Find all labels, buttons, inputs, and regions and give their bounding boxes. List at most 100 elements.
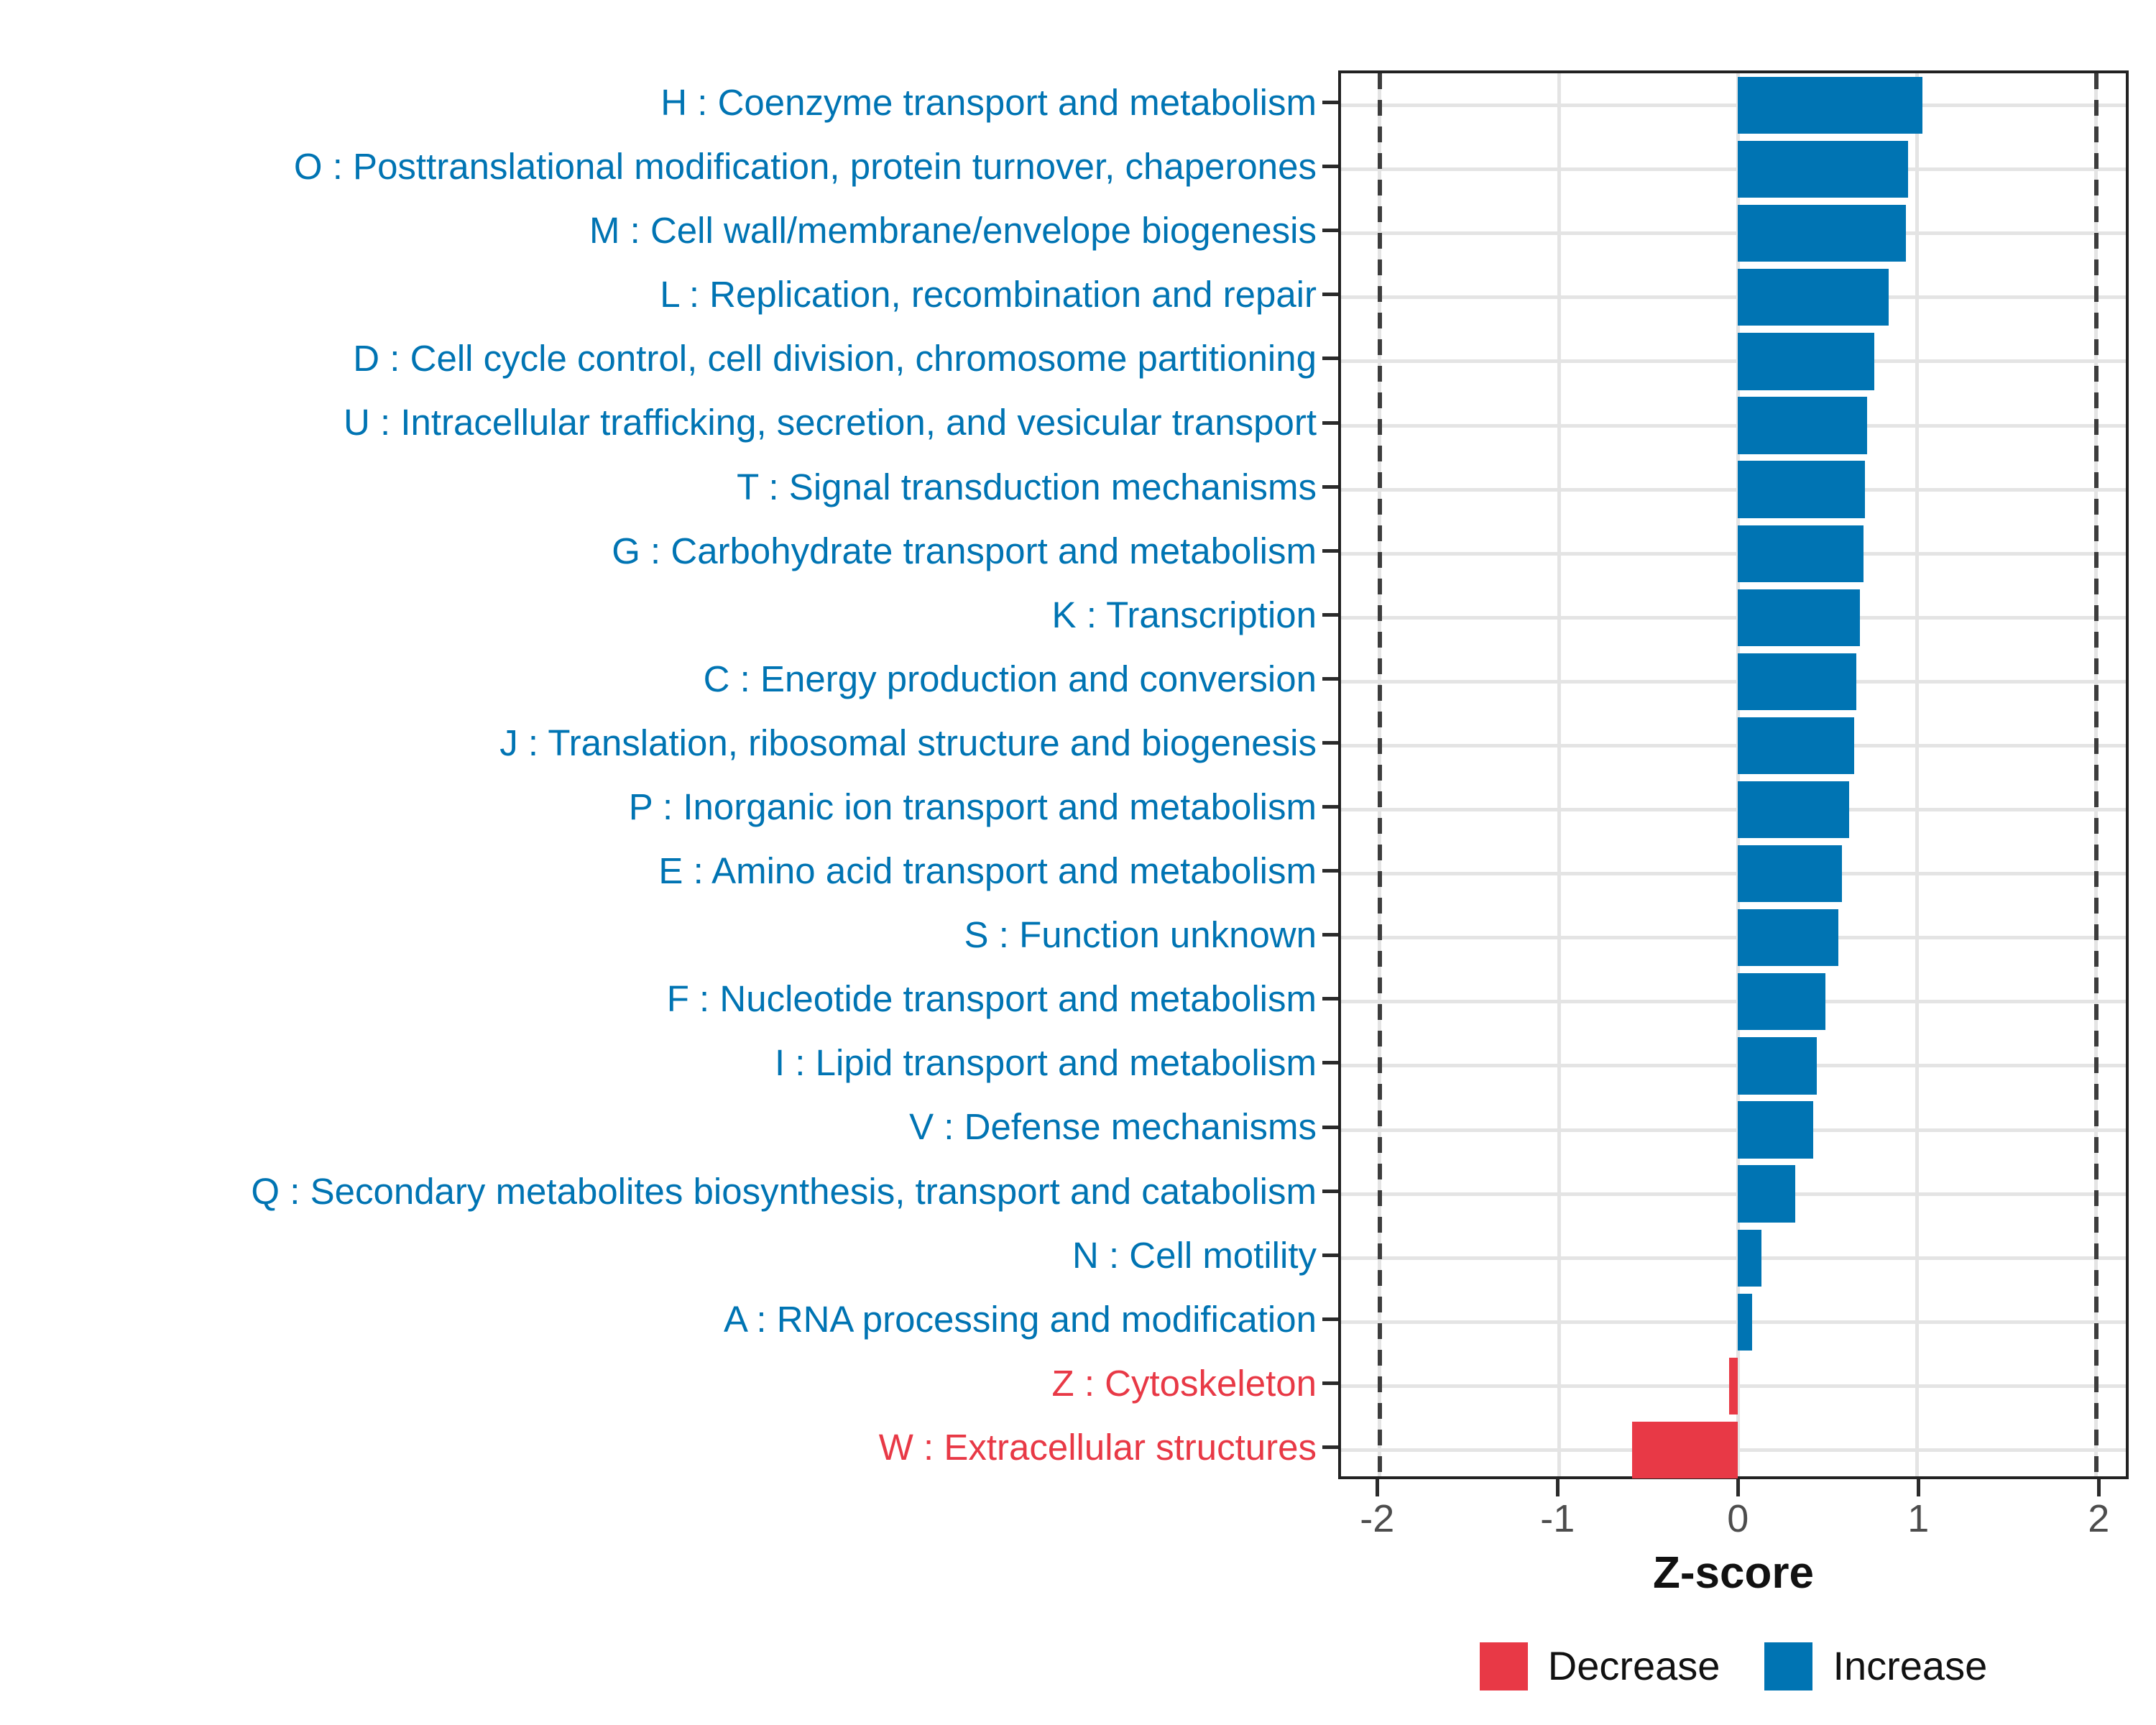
category-label: Z : Cytoskeleton [1051, 1362, 1317, 1404]
h-gridline [1341, 423, 2126, 428]
y-tick [1322, 293, 1338, 297]
bar [1632, 1421, 1738, 1479]
reference-line [2093, 73, 2099, 1476]
bar [1738, 589, 1860, 646]
plot-panel [1338, 70, 2129, 1479]
bar [1738, 1165, 1795, 1223]
category-label: N : Cell motility [1072, 1234, 1317, 1276]
y-tick [1322, 1381, 1338, 1385]
category-label: K : Transcription [1051, 594, 1317, 635]
legend-label: Decrease [1547, 1643, 1720, 1688]
x-tick [1555, 1479, 1560, 1496]
category-label: E : Amino acid transport and metabolism [658, 850, 1317, 892]
y-tick [1322, 933, 1338, 937]
x-tick [1736, 1479, 1740, 1496]
category-label: F : Nucleotide transport and metabolism [666, 978, 1317, 1020]
category-label: P : Inorganic ion transport and metaboli… [628, 786, 1317, 828]
category-label: Q : Secondary metabolites biosynthesis, … [251, 1170, 1317, 1212]
y-tick [1322, 997, 1338, 1001]
h-gridline [1341, 231, 2126, 236]
h-gridline [1341, 1064, 2126, 1068]
y-tick [1322, 1189, 1338, 1193]
x-axis-tick-labels: -2 -1 0 1 2 [1338, 1499, 2129, 1542]
bar [1738, 525, 1864, 582]
y-tick [1322, 484, 1338, 489]
category-label: U : Intracellular trafficking, secretion… [344, 402, 1317, 443]
category-label: V : Defense mechanisms [909, 1106, 1317, 1148]
bar [1738, 781, 1849, 839]
bar [1738, 845, 1842, 903]
v-gridline [1915, 73, 1919, 1476]
x-tick-label: 0 [1727, 1497, 1749, 1540]
y-tick [1322, 1125, 1338, 1129]
category-label: C : Energy production and conversion [703, 658, 1317, 699]
category-label: I : Lipid transport and metabolism [774, 1042, 1317, 1084]
bar [1738, 269, 1889, 326]
category-label: W : Extracellular structures [878, 1426, 1317, 1468]
h-gridline [1341, 1256, 2126, 1260]
y-tick [1322, 1445, 1338, 1449]
h-gridline [1341, 295, 2126, 300]
h-gridline [1341, 1320, 2126, 1324]
h-gridline [1341, 167, 2126, 172]
x-tick-label: -1 [1540, 1497, 1575, 1540]
h-gridline [1341, 1000, 2126, 1004]
legend-swatch [1764, 1642, 1813, 1690]
category-label: T : Signal transduction mechanisms [737, 466, 1317, 507]
x-tick [1375, 1479, 1379, 1496]
h-gridline [1341, 936, 2126, 940]
h-gridline [1341, 872, 2126, 876]
y-tick [1322, 805, 1338, 809]
h-gridline [1341, 808, 2126, 812]
bar [1738, 1293, 1753, 1351]
category-label: L : Replication, recombination and repai… [660, 274, 1317, 316]
y-tick [1322, 1253, 1338, 1257]
h-gridline [1341, 359, 2126, 364]
legend-item: Increase [1764, 1642, 1987, 1690]
y-tick [1322, 1061, 1338, 1065]
y-tick [1322, 1317, 1338, 1321]
reference-line [1377, 73, 1382, 1476]
h-gridline [1341, 487, 2126, 492]
category-label: O : Posttranslational modification, prot… [293, 146, 1317, 188]
v-gridline [1557, 73, 1561, 1476]
category-label: A : RNA processing and modification [724, 1298, 1317, 1340]
legend-swatch [1479, 1642, 1528, 1690]
bar [1738, 653, 1856, 710]
bar [1738, 717, 1855, 775]
bar [1738, 973, 1826, 1031]
legend-item: Decrease [1479, 1642, 1720, 1690]
bar [1738, 333, 1874, 390]
h-gridline [1341, 1128, 2126, 1132]
bar [1738, 76, 1922, 134]
bar [1728, 1357, 1738, 1414]
y-tick [1322, 101, 1338, 105]
y-tick [1322, 165, 1338, 169]
h-gridline [1341, 551, 2126, 556]
bar [1738, 205, 1907, 262]
h-gridline [1341, 679, 2126, 684]
legend-label: Increase [1833, 1643, 1988, 1688]
y-tick [1322, 548, 1338, 553]
x-tick [2096, 1479, 2101, 1496]
y-axis-ticks [1317, 70, 1338, 1479]
category-label: S : Function unknown [964, 914, 1317, 956]
x-tick [1916, 1479, 1920, 1496]
y-tick [1322, 229, 1338, 233]
bar [1738, 140, 1908, 198]
y-tick [1322, 356, 1338, 361]
category-label: G : Carbohydrate transport and metabolis… [612, 530, 1317, 571]
bar [1738, 397, 1867, 454]
y-tick [1322, 740, 1338, 745]
bar [1738, 1037, 1817, 1095]
y-tick [1322, 612, 1338, 617]
y-tick [1322, 420, 1338, 425]
bar [1738, 1101, 1813, 1159]
x-axis-title: Z-score [1653, 1548, 1814, 1598]
x-axis-ticks [1338, 1479, 2129, 1498]
y-tick [1322, 869, 1338, 873]
bar [1738, 909, 1838, 967]
bar [1738, 461, 1866, 518]
h-gridline [1341, 743, 2126, 748]
